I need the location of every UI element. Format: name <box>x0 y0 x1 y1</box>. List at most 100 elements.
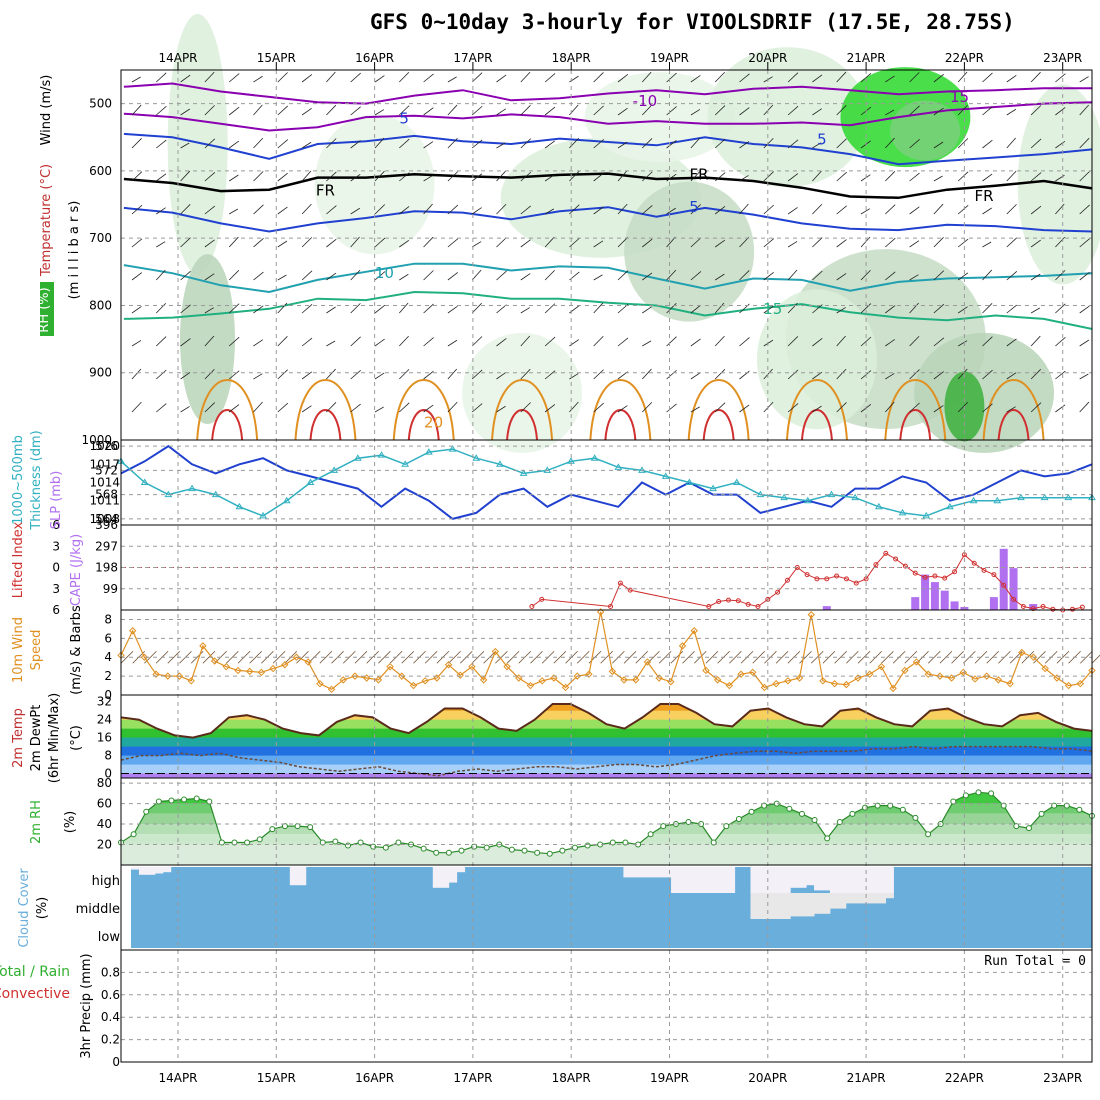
wind-barb <box>763 238 775 248</box>
wind10m-point <box>456 671 464 679</box>
rh2m-point <box>660 823 667 830</box>
wind-barb <box>957 138 969 149</box>
wind-barb <box>253 271 264 281</box>
wind-barb <box>569 237 580 248</box>
wind-barb <box>277 402 289 413</box>
wind-barb <box>739 404 750 413</box>
cloud-high-gap <box>710 867 720 893</box>
rh2m-point <box>571 844 578 851</box>
temp-tick-label: 8 <box>104 749 112 763</box>
wind-barb <box>666 403 677 413</box>
wind-barb <box>471 139 483 149</box>
wind-barb <box>714 138 726 149</box>
wind-barb <box>374 204 386 215</box>
wind-barb <box>690 304 702 314</box>
dewpoint2m-series <box>120 745 1093 777</box>
wind10m-barb <box>296 650 309 664</box>
wind-barb <box>1079 373 1089 380</box>
wind-barb <box>326 138 337 149</box>
wind-barb <box>253 171 264 182</box>
cloud-mid-gap <box>814 893 823 914</box>
slp-point <box>472 454 481 461</box>
wind-barb <box>180 237 191 248</box>
wind-barb <box>350 72 361 83</box>
wind-barb <box>1055 370 1066 380</box>
wind-barb <box>860 269 871 281</box>
wind-barb <box>156 139 167 149</box>
wind-barb <box>1030 138 1042 149</box>
wind-barb <box>739 107 750 116</box>
isotherm-20-loop <box>196 379 259 441</box>
wind10m-barb <box>530 650 543 664</box>
wind10m-point <box>234 666 242 675</box>
lifted-index-point <box>991 572 997 578</box>
wind-barb <box>301 170 312 182</box>
cloud-high-gap <box>162 867 172 873</box>
slp-point <box>259 511 267 519</box>
wind10m-point <box>550 674 558 682</box>
wind10m-point <box>971 675 979 683</box>
rh2m-color-band <box>121 844 1092 865</box>
wind-barb <box>374 406 384 413</box>
wind-barb <box>180 170 191 182</box>
slp-point <box>1040 493 1049 501</box>
slp-point <box>780 493 789 501</box>
wind-barb <box>885 339 895 347</box>
wind-barb <box>350 403 361 413</box>
slp-point <box>424 448 433 455</box>
wind-barb <box>253 238 264 248</box>
date-label-top: 23APR <box>1043 51 1082 65</box>
lifted-index-tick-label: 3 <box>52 582 60 596</box>
isotherm-20-loop <box>589 379 652 441</box>
wind10m-point <box>866 670 874 678</box>
wind-barb <box>1079 305 1090 314</box>
date-label-top: 19APR <box>650 51 689 65</box>
wind-barb <box>690 406 700 413</box>
wind-barb <box>642 104 652 116</box>
wind-barb <box>544 404 556 413</box>
isotherm-20-loop <box>687 379 750 441</box>
wind-barb <box>156 336 167 347</box>
lifted-index-point <box>1030 606 1036 612</box>
wind-barb <box>277 274 287 281</box>
wind-barb <box>982 369 993 380</box>
wind-barb <box>228 174 239 182</box>
cloud-mid-gap <box>806 893 815 917</box>
wind-barb <box>593 369 604 380</box>
wind-barb <box>399 402 410 413</box>
wind-barb <box>666 303 677 314</box>
wind-barb <box>593 274 603 281</box>
wind-barb <box>909 369 920 380</box>
wind-barb <box>593 240 604 248</box>
isotherm-25-loop <box>899 409 932 441</box>
wind10m-barb <box>623 650 637 664</box>
slp-point <box>543 466 552 473</box>
rh2m-point <box>546 850 553 857</box>
rh2m-point <box>988 790 995 797</box>
wind10m-barb <box>342 650 356 664</box>
wind-barb <box>909 206 920 215</box>
wind10m-point <box>479 676 488 684</box>
temp-below-zero-band <box>121 773 1092 778</box>
wind10m-point <box>632 676 640 684</box>
wind10m-point <box>152 670 160 678</box>
date-label-top: 14APR <box>158 51 197 65</box>
cloud-mid-gap <box>750 893 759 919</box>
wind-barb <box>812 237 823 248</box>
date-label-bottom: 20APR <box>748 1071 787 1085</box>
wind-barb <box>957 171 969 182</box>
wind-barb <box>642 272 653 281</box>
wind-barb <box>520 71 531 83</box>
wind-barb <box>957 306 968 314</box>
wind-barb <box>447 305 458 314</box>
wind-barb <box>617 337 629 347</box>
cape-bar <box>911 597 920 610</box>
wind-barb <box>933 237 944 248</box>
rh2m-point <box>862 804 869 811</box>
wind10m-barb <box>951 650 964 664</box>
wind-barb <box>933 107 944 116</box>
wind-barb <box>399 273 409 281</box>
wind-barb <box>1079 238 1090 248</box>
rh2m-point <box>874 802 881 809</box>
wind-barb <box>787 173 799 182</box>
